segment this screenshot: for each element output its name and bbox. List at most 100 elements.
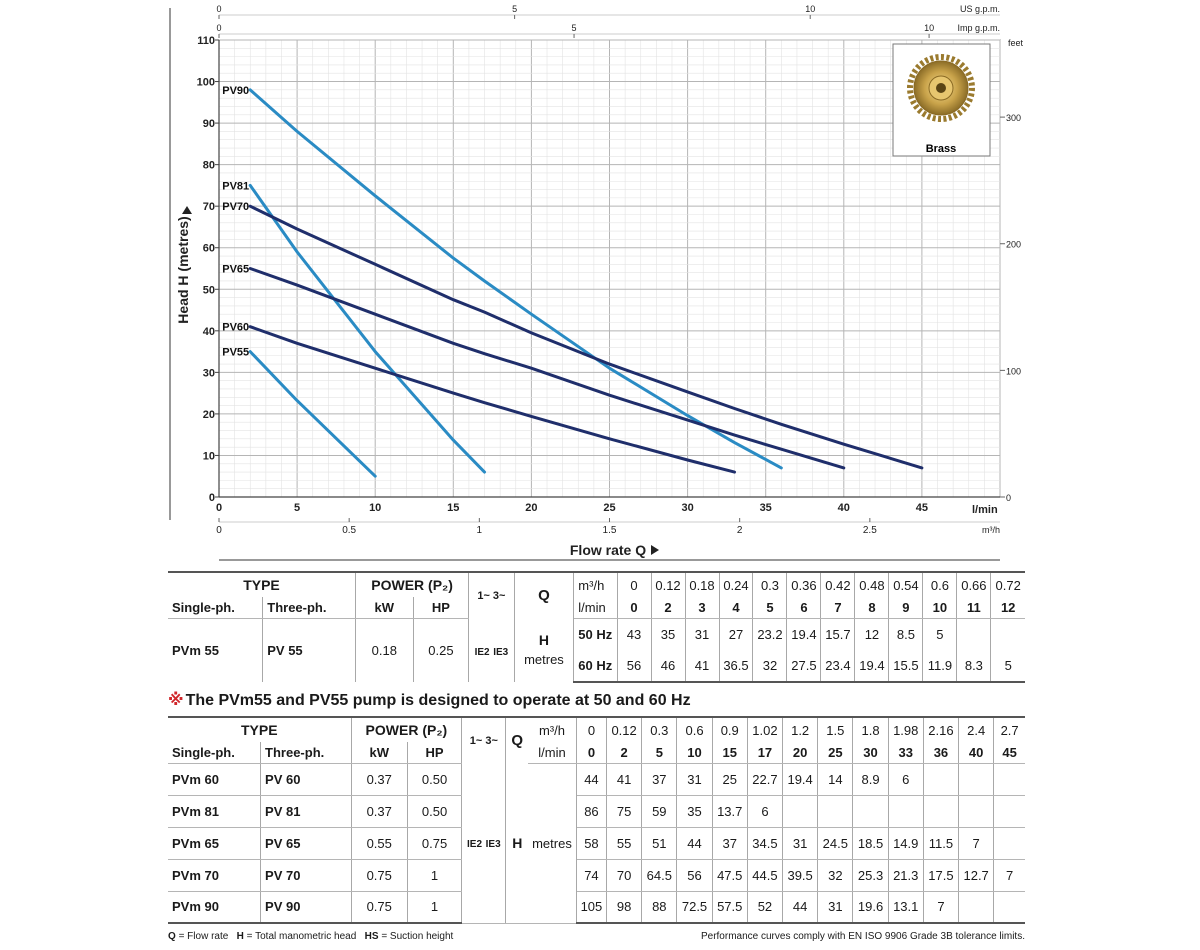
ie-three: IE3 — [493, 646, 509, 658]
power-hp: 0.50 — [407, 763, 463, 796]
h-cell: 24.5 — [817, 827, 854, 860]
h-cell: 55 — [606, 827, 643, 860]
h-cell: 56 — [676, 859, 713, 892]
power-kw: 0.55 — [351, 827, 408, 860]
t1-m3h: 0.24 — [719, 571, 754, 597]
impeller-box: Brass — [892, 43, 991, 157]
t2-lmin: 33 — [888, 742, 924, 764]
t2-lmin: 20 — [782, 742, 819, 764]
ie-single: IE2 — [467, 839, 483, 851]
h60-cell: 11.9 — [922, 650, 958, 683]
t2-lmin: 0 — [576, 742, 608, 764]
h-cell: 37 — [641, 763, 678, 796]
h-cell: 39.5 — [782, 859, 819, 892]
h-cell: 6 — [888, 763, 924, 796]
power-kw: 0.75 — [351, 891, 408, 924]
h-cell: 74 — [576, 859, 608, 892]
t1-lmin: 8 — [854, 597, 890, 619]
h-cell: 13.1 — [888, 891, 924, 924]
series-label-pv90: PV90 — [222, 85, 249, 97]
single-phase-model: PVm 70 — [168, 859, 262, 892]
power-header: POWER (P₂) — [351, 716, 463, 742]
single-phase-model: PVm 60 — [168, 763, 262, 796]
h-cell: 6 — [747, 795, 784, 828]
h50-cell: 23.2 — [752, 618, 788, 650]
t1-m3h: 0.48 — [854, 571, 890, 597]
three-phase-model: PV 90 — [260, 891, 352, 924]
power-kw: 0.37 — [351, 795, 408, 828]
h-cell: 44 — [576, 763, 608, 796]
spec-table-pv55: TYPE POWER (P₂) 1~ 3~ Q m³/h 0 0.12 0.18… — [168, 571, 1025, 683]
h-cell: 52 — [747, 891, 784, 924]
t2-lmin: 10 — [676, 742, 713, 764]
y-tick-label: 80 — [203, 160, 215, 172]
t2-lmin: 2 — [606, 742, 643, 764]
x-tick-label: 45 — [916, 502, 928, 514]
h60-cell: 8.3 — [956, 650, 992, 683]
chart-grid — [169, 8, 1001, 561]
t1-lmin: 4 — [719, 597, 754, 619]
power-hp: 0.50 — [407, 795, 463, 828]
t2-m3h: 0.3 — [641, 716, 678, 742]
h-cell: 8.9 — [852, 763, 889, 796]
brass-impeller-icon — [907, 54, 975, 122]
h-cell: 44 — [676, 827, 713, 860]
m3h-label: m³/h — [528, 716, 577, 742]
t1-lmin: 2 — [651, 597, 686, 619]
h-cell: 13.7 — [712, 795, 748, 828]
h-cell — [958, 763, 995, 796]
footer-legend: Q = Flow rate H = Total manometric head … — [168, 931, 453, 942]
y-tick-label: 40 — [203, 326, 215, 338]
t2-lmin: 17 — [747, 742, 784, 764]
impgpm-tick-label: 10 — [924, 23, 934, 33]
power-hp: 0.25 — [413, 618, 470, 682]
h-cell: 57.5 — [712, 891, 748, 924]
h-cell — [993, 795, 1025, 828]
h-cell: 75 — [606, 795, 643, 828]
x-tick-label: 20 — [525, 502, 537, 514]
t2-m3h: 2.16 — [923, 716, 960, 742]
legend-hs-key: HS — [364, 931, 379, 942]
h-cell — [817, 795, 854, 828]
power-header: POWER (P₂) — [355, 571, 470, 597]
h-cell: 37 — [712, 827, 748, 860]
series-label-pv65: PV65 — [222, 264, 249, 276]
series-label-pv55: PV55 — [222, 347, 249, 359]
x-unit-label: l/min — [972, 504, 998, 516]
h-cell: 32 — [817, 859, 854, 892]
t2-m3h: 2.7 — [993, 716, 1025, 742]
h50-cell: 5 — [922, 618, 958, 650]
ie-three: IE3 — [485, 839, 501, 851]
t1-lmin: 10 — [922, 597, 958, 619]
t1-lmin: 12 — [990, 597, 1025, 619]
t2-lmin: 36 — [923, 742, 960, 764]
h50-cell — [956, 618, 992, 650]
h50-cell: 43 — [617, 618, 652, 650]
impgpm-unit-label: Imp g.p.m. — [957, 23, 1000, 33]
frequency-note: ※ The PVm55 and PV55 pump is designed to … — [168, 690, 691, 710]
h-cell — [993, 891, 1025, 924]
t2-m3h: 1.5 — [817, 716, 854, 742]
legend-hs-text: = Suction height — [381, 931, 454, 942]
t1-m3h: 0.54 — [888, 571, 924, 597]
three-phase-model: PV 70 — [260, 859, 352, 892]
type-header: TYPE — [168, 716, 352, 742]
h-cell: 21.3 — [888, 859, 924, 892]
y-axis-arrow-icon — [182, 206, 192, 214]
kw-header: kW — [355, 597, 414, 619]
series-line-pv55 — [248, 350, 377, 478]
impeller-label: Brass — [926, 143, 957, 155]
legend-q-text: = Flow rate — [178, 931, 229, 942]
single-phase-model: PVm 90 — [168, 891, 262, 924]
lmin-label: l/min — [573, 597, 618, 619]
h-cell: 86 — [576, 795, 608, 828]
feet-tick-label: 0 — [1006, 493, 1011, 503]
t2-lmin: 40 — [958, 742, 995, 764]
power-hp: 1 — [407, 891, 463, 924]
series-label-pv70: PV70 — [222, 201, 249, 213]
h-cell: 51 — [641, 827, 678, 860]
single-phase-model: PVm 55 — [168, 618, 264, 682]
t1-m3h: 0.72 — [990, 571, 1025, 597]
